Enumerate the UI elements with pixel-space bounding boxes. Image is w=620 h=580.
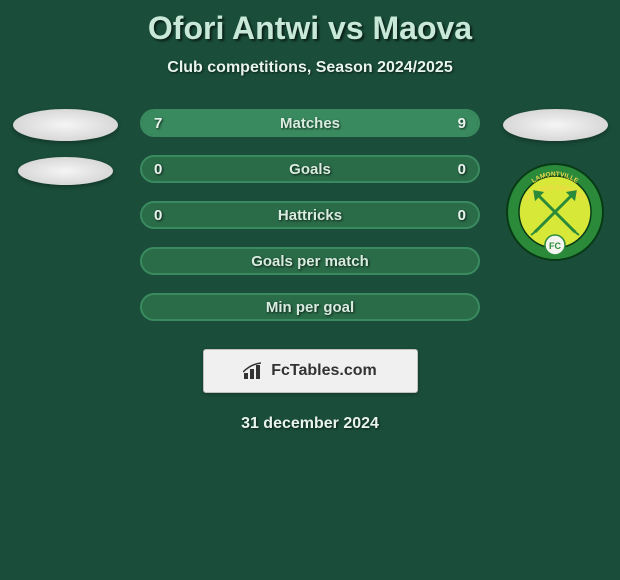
bar-chart-icon bbox=[243, 362, 265, 380]
stat-bar: 79Matches bbox=[140, 109, 480, 137]
left-avatar-col bbox=[10, 109, 120, 185]
stat-label: Min per goal bbox=[142, 299, 478, 316]
stat-bars: 79Matches 00Goals 00Hattricks Goals per mat… bbox=[140, 109, 480, 321]
svg-text:FC: FC bbox=[549, 241, 561, 251]
comparison-card: Ofori Antwi vs Maova Club competitions, … bbox=[0, 0, 620, 433]
date-label: 31 december 2024 bbox=[0, 415, 620, 433]
stat-bar: 00Goals bbox=[140, 155, 480, 183]
stat-label: Hattricks bbox=[142, 207, 478, 224]
stat-label: Goals bbox=[142, 161, 478, 178]
stat-label: Matches bbox=[142, 115, 478, 132]
club-logo-placeholder bbox=[18, 157, 113, 185]
stat-label: Goals per match bbox=[142, 253, 478, 270]
stat-bar: 00Hattricks bbox=[140, 201, 480, 229]
stat-bar: Min per goal bbox=[140, 293, 480, 321]
player-avatar-placeholder bbox=[503, 109, 608, 141]
stats-area: 79Matches 00Goals 00Hattricks Goals per mat… bbox=[0, 109, 620, 321]
subtitle: Club competitions, Season 2024/2025 bbox=[0, 59, 620, 77]
stat-bar: Goals per match bbox=[140, 247, 480, 275]
right-avatar-col: LAMONTVILLE GOLDEN ARROWS ABAFANA BES'TH… bbox=[500, 109, 610, 267]
page-title: Ofori Antwi vs Maova bbox=[0, 10, 620, 47]
player-avatar-placeholder bbox=[13, 109, 118, 141]
club-badge: LAMONTVILLE GOLDEN ARROWS ABAFANA BES'TH… bbox=[505, 157, 605, 267]
logo-text: FcTables.com bbox=[271, 362, 377, 380]
fctables-logo[interactable]: FcTables.com bbox=[203, 349, 418, 393]
